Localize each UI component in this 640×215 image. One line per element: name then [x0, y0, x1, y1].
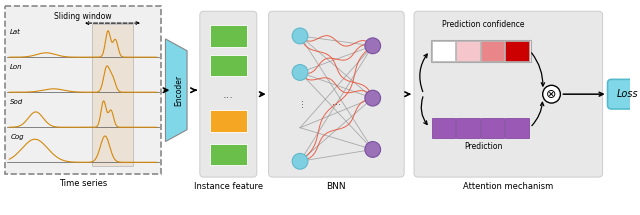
Text: Lat: Lat [10, 29, 21, 35]
FancyBboxPatch shape [269, 11, 404, 177]
FancyBboxPatch shape [607, 79, 640, 109]
Circle shape [543, 85, 561, 103]
Text: Encoder: Encoder [175, 75, 184, 106]
Bar [456, 118, 480, 138]
Text: ⊗: ⊗ [547, 88, 557, 101]
Bar [210, 110, 247, 132]
Bar [5, 6, 161, 174]
Bar [431, 41, 455, 61]
Text: Prediction: Prediction [465, 141, 503, 150]
Bar [210, 144, 247, 165]
Circle shape [292, 64, 308, 80]
Text: ...: ... [332, 97, 341, 107]
Bar [481, 41, 504, 61]
Circle shape [365, 141, 381, 157]
FancyBboxPatch shape [414, 11, 603, 177]
Text: BNN: BNN [326, 182, 346, 191]
Bar [456, 41, 480, 61]
Polygon shape [166, 39, 187, 141]
Bar [5, 6, 161, 174]
Bar [506, 118, 529, 138]
Bar [481, 118, 504, 138]
FancyBboxPatch shape [200, 11, 257, 177]
Circle shape [292, 28, 308, 44]
Text: Instance feature: Instance feature [194, 182, 263, 191]
Bar [210, 55, 247, 76]
Circle shape [365, 38, 381, 54]
Bar [506, 41, 529, 61]
Text: Attention mechanism: Attention mechanism [463, 182, 554, 191]
Circle shape [292, 153, 308, 169]
Text: ...: ... [223, 90, 234, 100]
Circle shape [365, 90, 381, 106]
Bar [431, 40, 531, 62]
Text: Cog: Cog [10, 134, 24, 140]
Text: Sod: Sod [10, 99, 24, 105]
Text: Prediction confidence: Prediction confidence [442, 20, 525, 29]
Text: ...: ... [295, 98, 305, 107]
Bar [92, 24, 133, 166]
Text: Time series: Time series [59, 179, 107, 188]
Bar [210, 25, 247, 47]
Text: Sliding window: Sliding window [54, 12, 112, 21]
Bar [431, 118, 455, 138]
Text: Lon: Lon [10, 64, 23, 70]
Text: Loss: Loss [616, 89, 638, 99]
